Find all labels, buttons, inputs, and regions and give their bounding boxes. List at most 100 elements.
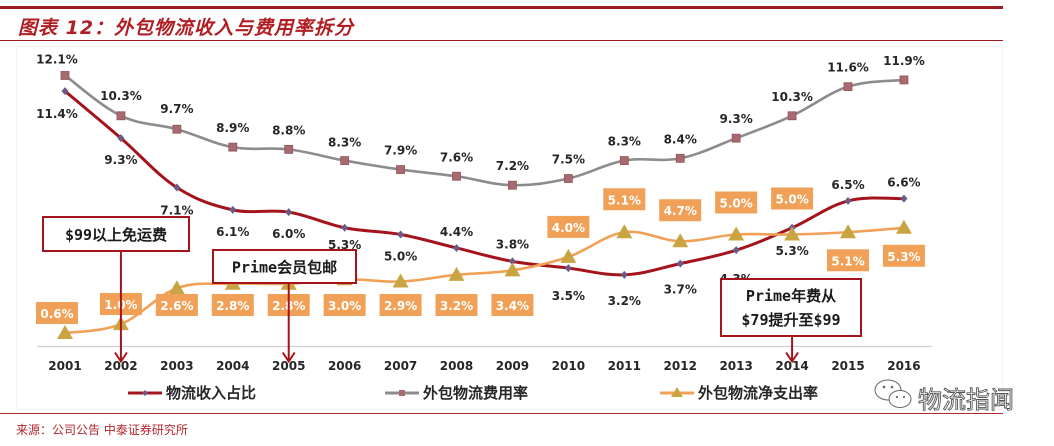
orange-data-label: 5.1% <box>827 249 870 272</box>
gray-data-label: 10.3% <box>100 89 142 103</box>
x-tick-label: 2003 <box>160 359 193 373</box>
orange-triangle-marker <box>672 233 689 248</box>
red-data-label: 3.7% <box>664 283 697 297</box>
orange-label-text: 3.4% <box>496 299 529 313</box>
orange-data-label: 2.9% <box>379 294 422 316</box>
orange-label-box <box>547 215 590 238</box>
x-tick-label: 2012 <box>664 359 697 373</box>
annotation-text: $79提升至$99 <box>741 311 840 329</box>
orange-triangle-marker <box>895 219 912 234</box>
x-tick-label: 2008 <box>440 359 473 373</box>
gray-data-label: 9.7% <box>160 102 193 116</box>
orange-data-label: 0.6% <box>36 302 78 324</box>
annotation-text: $99以上免运费 <box>65 226 167 244</box>
red-diamond-marker <box>341 223 349 232</box>
top-rule <box>0 6 1003 9</box>
wechat-bubble-small <box>888 390 912 408</box>
red-data-label: 5.3% <box>775 244 808 258</box>
gray-data-label: 7.5% <box>552 153 585 167</box>
orange-label-box <box>603 188 646 211</box>
gray-square-marker <box>284 144 294 154</box>
orange-triangle-marker <box>168 280 185 295</box>
orange-label-text: 2.8% <box>216 299 249 313</box>
orange-label-text: 2.6% <box>160 299 193 313</box>
title-rule <box>0 40 1003 41</box>
orange-label-box <box>435 294 478 316</box>
gray-square-marker <box>452 171 461 181</box>
series-line-outsourced-logistics-cost-rate <box>64 74 905 187</box>
x-tick-label: 2006 <box>328 359 361 373</box>
orange-label-box <box>882 244 925 267</box>
x-tick-label: 2001 <box>48 359 81 373</box>
x-tick-label: 2005 <box>272 359 305 373</box>
gray-square-marker <box>675 153 685 163</box>
chart-title: 图表 12：外包物流收入与费用率拆分 <box>18 17 355 39</box>
gray-square-marker <box>116 111 126 121</box>
legend-diamond-icon <box>142 390 148 396</box>
orange-triangle-marker <box>504 262 521 277</box>
x-tick-label: 2004 <box>216 359 249 373</box>
orange-data-label: 2.6% <box>155 294 198 316</box>
orange-label-box <box>36 302 78 324</box>
series-line-outsourced-net-expense-rate <box>64 226 905 335</box>
orange-data-label: 3.2% <box>435 294 478 316</box>
orange-data-label: 4.0% <box>547 215 590 238</box>
legend-label: 外包物流净支出率 <box>697 384 818 402</box>
gray-square-marker <box>787 111 797 121</box>
red-data-label: 6.6% <box>887 176 920 190</box>
wechat-eye <box>895 395 899 399</box>
orange-label-text: 5.1% <box>608 193 641 207</box>
gray-square-marker <box>396 165 405 174</box>
red-diamond-marker <box>229 205 237 214</box>
gray-data-label: 7.9% <box>384 144 417 158</box>
gray-data-label: 8.4% <box>664 132 697 146</box>
gray-square-marker <box>731 133 741 143</box>
red-diamond-marker <box>732 246 740 255</box>
red-data-label: 3.5% <box>552 289 585 303</box>
orange-label-text: 4.0% <box>552 221 585 235</box>
orange-triangle-marker <box>448 266 465 281</box>
red-diamond-marker <box>453 243 461 252</box>
red-data-label: 6.0% <box>272 227 305 241</box>
gray-square-marker <box>899 75 909 85</box>
red-data-label: 3.8% <box>496 237 529 251</box>
red-diamond-marker <box>117 134 125 143</box>
gray-data-label: 7.6% <box>440 150 473 164</box>
arrow-down-icon <box>114 351 128 364</box>
orange-label-box <box>379 294 422 316</box>
orange-triangle-marker <box>728 226 745 241</box>
legend-label: 外包物流费用率 <box>422 384 528 402</box>
x-tick-label: 2014 <box>775 359 808 373</box>
annotation-box <box>42 216 190 252</box>
red-data-label: 9.3% <box>104 153 137 167</box>
gray-data-label: 12.1% <box>36 52 78 66</box>
orange-label-box <box>771 187 814 210</box>
x-tick-label: 2015 <box>831 359 864 373</box>
chart-frame <box>16 46 1003 410</box>
red-diamond-marker <box>900 194 908 203</box>
orange-label-box <box>827 249 870 272</box>
orange-label-text: 5.3% <box>887 250 920 264</box>
wechat-eye <box>882 385 886 389</box>
orange-label-text: 0.6% <box>40 307 73 321</box>
orange-data-label: 5.1% <box>603 188 646 211</box>
wechat-eye <box>902 395 906 399</box>
orange-data-label: 5.0% <box>715 191 758 214</box>
x-tick-label: 2016 <box>887 359 920 373</box>
legend-logistics-revenue-share: 物流收入占比 <box>128 384 256 402</box>
arrow-down-icon <box>785 351 799 364</box>
red-data-label: 5.0% <box>384 250 417 264</box>
legend-outsourced-net-expense-rate: 外包物流净支出率 <box>660 384 818 402</box>
orange-label-text: 2.9% <box>384 299 417 313</box>
watermark: 物流指闻 <box>874 379 1014 414</box>
red-data-label: 6.5% <box>831 178 864 192</box>
legend-square-icon <box>399 390 405 396</box>
x-tick-label: 2010 <box>552 359 585 373</box>
orange-data-label: 3.0% <box>323 294 366 316</box>
gray-square-marker <box>508 180 517 190</box>
legend-outsourced-logistics-cost-rate: 外包物流费用率 <box>385 384 528 402</box>
annotation-box <box>720 278 862 337</box>
orange-label-box <box>715 191 758 214</box>
gray-data-label: 8.8% <box>272 123 305 137</box>
orange-label-box <box>155 294 198 316</box>
